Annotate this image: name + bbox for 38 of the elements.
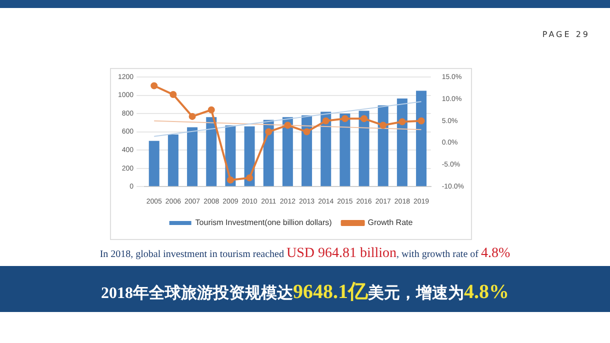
bar (148, 140, 160, 186)
bar (396, 98, 408, 186)
point (246, 174, 254, 182)
text: 2018年全球旅游投资规模达 (101, 285, 293, 302)
text: 4.8% (480, 246, 510, 261)
bar (302, 115, 312, 186)
bar (187, 127, 198, 186)
point (188, 112, 196, 120)
point (303, 128, 310, 136)
point (208, 106, 215, 114)
point (380, 122, 387, 129)
bar (358, 110, 370, 186)
point (226, 176, 234, 184)
text: 4.8% (464, 281, 509, 303)
text: , with growth rate of (396, 249, 480, 260)
legend-label: Tourism Investment(one billion dollars) (195, 218, 332, 228)
point (265, 128, 272, 136)
point (341, 115, 348, 122)
text: PAGE 29 (542, 30, 590, 39)
bar (320, 112, 332, 186)
text: 9648.1亿 (293, 281, 368, 303)
bar (340, 114, 350, 186)
point (398, 118, 406, 126)
legend-label: Growth Rate (368, 218, 414, 228)
bar (378, 105, 388, 186)
text: USD 964.81 billion (286, 246, 397, 261)
point (150, 82, 158, 90)
point (418, 117, 425, 124)
bar (168, 134, 178, 186)
point (360, 115, 368, 122)
point (322, 117, 330, 124)
point (170, 91, 177, 98)
text: 美元，增速为 (368, 285, 464, 302)
bar (416, 90, 427, 186)
bar (206, 117, 217, 186)
point (284, 122, 292, 129)
text: In 2018, global investment in tourism reached (100, 249, 285, 260)
bar (282, 117, 293, 186)
